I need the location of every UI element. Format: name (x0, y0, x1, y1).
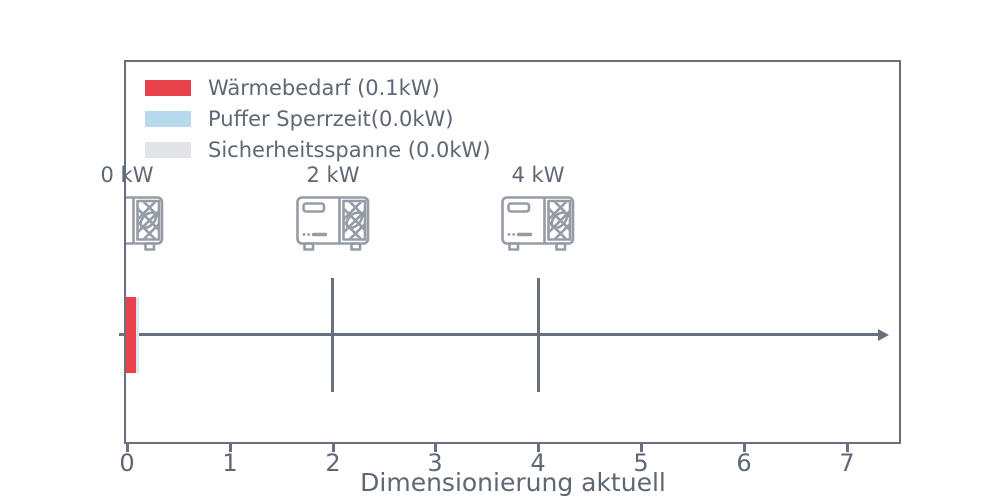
legend-swatch-red (145, 80, 191, 96)
heat-pump-icon-4kw (501, 196, 575, 252)
pump-label-0kw: 0 kW (100, 163, 154, 187)
legend-item-sicherheitsspanne: Sicherheitsspanne (0.0kW) (145, 138, 491, 162)
x-ticklabel-5: 5 (633, 449, 649, 477)
x-tickmark-7 (846, 444, 849, 452)
x-tickmark-3 (434, 444, 437, 452)
pump-label-2kw: 2 kW (306, 163, 360, 187)
x-tickmark-2 (332, 444, 335, 452)
legend-label: Sicherheitsspanne (0.0kW) (208, 138, 491, 162)
x-tickmark-4 (537, 444, 540, 452)
x-ticklabel-0: 0 (119, 449, 135, 477)
x-ticklabel-6: 6 (736, 449, 752, 477)
x-tickmark-0 (126, 444, 129, 452)
x-ticklabel-7: 7 (839, 449, 855, 477)
sicherheitsspanne-bar (136, 297, 139, 373)
x-ticklabel-3: 3 (427, 449, 443, 477)
x-tickmark-6 (743, 444, 746, 452)
x-tickmark-5 (640, 444, 643, 452)
x-ticklabel-4: 4 (530, 449, 546, 477)
x-ticklabel-1: 1 (222, 449, 238, 477)
heat-pump-icon-0kw (126, 196, 166, 252)
heat-pump-icon-2kw (296, 196, 370, 252)
pump-label-4kw: 4 kW (511, 163, 565, 187)
legend-item-waermebedarf: Wärmebedarf (0.1kW) (145, 76, 491, 100)
number-line-axis (119, 333, 879, 336)
x-ticklabel-2: 2 (325, 449, 341, 477)
legend-item-puffer-sperrzeit: Puffer Sperrzeit(0.0kW) (145, 107, 491, 131)
waermebedarf-bar (126, 297, 136, 373)
legend-swatch-gray (145, 142, 191, 158)
x-tickmark-1 (229, 444, 232, 452)
plot-area-border (124, 60, 901, 444)
axis-arrowhead-icon (878, 328, 889, 341)
x-axis-title: Dimensionierung aktuell (360, 468, 666, 497)
legend-label: Puffer Sperrzeit(0.0kW) (208, 107, 454, 131)
legend-swatch-blue (145, 111, 191, 127)
legend: Wärmebedarf (0.1kW) Puffer Sperrzeit(0.0… (145, 76, 491, 169)
legend-label: Wärmebedarf (0.1kW) (208, 76, 440, 100)
